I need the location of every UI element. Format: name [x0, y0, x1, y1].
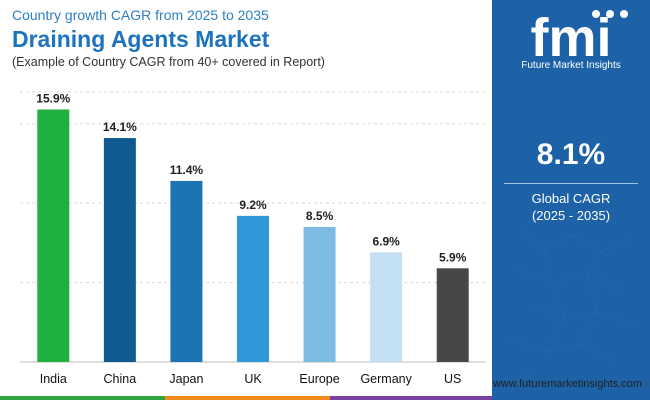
bar-japan [170, 180, 203, 362]
chart-subtitle: Country growth CAGR from 2025 to 2035 [12, 7, 269, 23]
bar-chart: 15.9% India 14.1% China 11.4% Japan 9.2% UK 8.5%… [20, 91, 486, 386]
fmi-logo-name: Future Market Insights [521, 60, 621, 71]
chart-header: Country growth CAGR from 2025 to 2035 Dr… [12, 6, 482, 71]
category-label: India [40, 372, 67, 386]
bar-value-label: 6.9% [372, 234, 400, 248]
category-label: Germany [360, 372, 412, 386]
website-link[interactable]: www.futuremarketinsights.com [492, 378, 642, 390]
bar-value-label: 5.9% [439, 250, 467, 264]
bar-europe [303, 227, 336, 362]
chart-note: (Example of Country CAGR from 40+ covere… [12, 55, 325, 69]
global-cagr-value: 8.1% [536, 138, 606, 171]
bar-india [37, 109, 70, 363]
bar-value-label: 11.4% [170, 163, 204, 177]
fmi-logo-word: fmi [531, 8, 612, 60]
global-cagr-period: (2025 - 2035) [531, 208, 611, 223]
panel-background-pattern [510, 228, 634, 374]
footer-bar-green [0, 396, 165, 400]
bar-value-label: 15.9% [36, 91, 70, 105]
category-label: US [444, 372, 461, 386]
category-label: UK [244, 372, 262, 386]
chart-title: Draining Agents Market [12, 26, 270, 52]
bar-value-label: 9.2% [239, 198, 267, 212]
bar-china [103, 138, 136, 362]
bar-uk [237, 215, 269, 362]
global-cagr-label: Global CAGR [531, 191, 611, 206]
bar-us [436, 268, 469, 362]
category-label: China [104, 372, 137, 386]
bar-germany [370, 252, 403, 362]
fmi-logo: fmi Future Market Insights [492, 4, 650, 84]
footer-bar-purple [330, 396, 492, 400]
category-label: Europe [299, 372, 339, 386]
fmi-logo-mark: fmi [531, 8, 628, 68]
summary-panel: fmi Future Market Insights 8.1% Global C… [492, 0, 650, 400]
bar-value-label: 8.5% [306, 209, 334, 223]
category-label: Japan [169, 372, 203, 386]
footer-bar-orange [165, 396, 330, 400]
bar-value-label: 14.1% [103, 120, 137, 134]
cagr-divider [504, 183, 638, 184]
